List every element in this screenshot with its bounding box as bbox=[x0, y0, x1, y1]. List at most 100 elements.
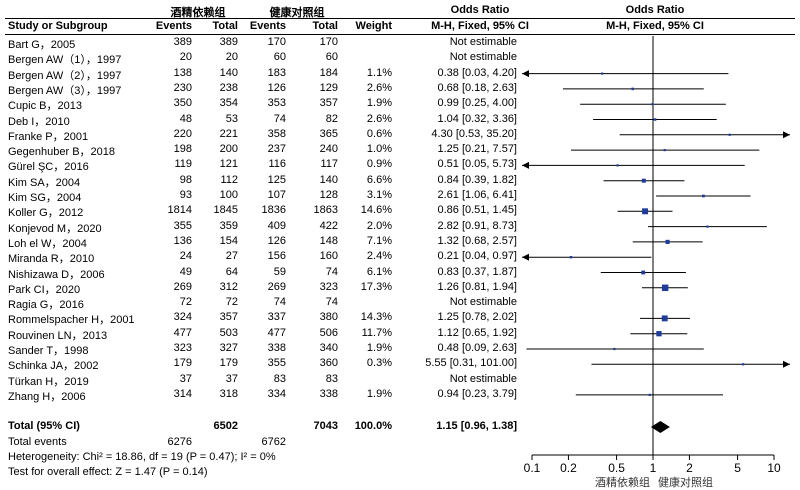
x-tick-label: 2 bbox=[686, 461, 693, 475]
total2-cell: 323 bbox=[319, 280, 338, 293]
point-estimate-marker bbox=[661, 284, 669, 292]
x-tick-label: 0.5 bbox=[608, 461, 625, 475]
study-column-header: Study or Subgroup bbox=[8, 20, 108, 32]
point-estimate-marker bbox=[616, 164, 619, 167]
study-name: Bergen AW（2），1997 bbox=[8, 69, 122, 82]
total1-cell: 503 bbox=[219, 326, 238, 339]
x-tick-label: 10 bbox=[767, 461, 781, 475]
ci-cell: 1.04 [0.32, 3.36] bbox=[437, 112, 517, 125]
weight-cell: 7.1% bbox=[366, 234, 392, 247]
weight-cell: 1.9% bbox=[366, 342, 392, 354]
total1-cell: 318 bbox=[219, 387, 238, 400]
point-estimate-marker bbox=[661, 315, 668, 322]
study-name: Kim SA，2004 bbox=[8, 176, 81, 189]
total2-cell: 117 bbox=[320, 158, 338, 171]
point-estimate-marker bbox=[663, 149, 666, 152]
or-method-header: M-H, Fixed, 95% CI bbox=[431, 20, 529, 32]
events2-cell: 337 bbox=[267, 311, 286, 324]
total2-cell: 74 bbox=[325, 296, 338, 309]
events2-cell: 74 bbox=[273, 296, 286, 309]
point-estimate-marker bbox=[642, 208, 649, 215]
weight-cell: 14.6% bbox=[360, 204, 392, 217]
point-estimate-marker bbox=[656, 331, 662, 337]
events1-cell: 230 bbox=[173, 81, 192, 94]
ci-cell: Not estimable bbox=[449, 36, 517, 48]
events2-cell: 74 bbox=[273, 112, 286, 125]
events1-cell: 98 bbox=[179, 173, 192, 186]
events1-cell: 314 bbox=[173, 387, 192, 400]
ci-arrow-right bbox=[783, 131, 790, 139]
total1-cell: 238 bbox=[219, 81, 238, 94]
ci-cell: 5.55 [0.31, 101.00] bbox=[425, 357, 517, 370]
total1-cell: 100 bbox=[219, 189, 238, 201]
events2-cell: 116 bbox=[268, 158, 286, 171]
header-bottom-rule bbox=[5, 34, 795, 35]
point-estimate-marker bbox=[648, 393, 651, 396]
events1-cell: 198 bbox=[173, 143, 192, 156]
weight-cell: 11.7% bbox=[361, 326, 392, 339]
point-estimate-marker bbox=[631, 87, 634, 91]
ci-cell: 0.48 [0.09, 2.63] bbox=[437, 342, 517, 354]
weight-cell: 2.0% bbox=[366, 219, 392, 232]
total2-cell: 1863 bbox=[313, 204, 338, 217]
total-events-e2: 6762 bbox=[261, 436, 286, 448]
point-estimate-marker bbox=[665, 239, 670, 244]
total1-header: Total bbox=[212, 20, 238, 32]
total2-cell: 240 bbox=[319, 143, 338, 156]
total1-cell: 37 bbox=[225, 372, 238, 385]
study-name: Loh el W，2004 bbox=[8, 237, 87, 250]
weight-cell: 1.9% bbox=[366, 97, 392, 110]
events2-cell: 170 bbox=[267, 36, 286, 48]
weight-cell: 2.4% bbox=[366, 250, 392, 263]
total2-cell: 184 bbox=[319, 66, 338, 79]
weight-cell: 14.3% bbox=[360, 311, 392, 324]
total-events-e1: 6276 bbox=[167, 436, 192, 448]
total1-cell: 179 bbox=[219, 357, 238, 370]
total1-cell: 389 bbox=[219, 36, 238, 48]
study-name: Cupic B，2013 bbox=[8, 100, 82, 113]
study-name: Koller G，2012 bbox=[8, 207, 84, 220]
ci-arrow-right bbox=[783, 360, 790, 368]
events2-cell: 237 bbox=[267, 143, 286, 156]
ci-arrow-left bbox=[522, 253, 529, 261]
point-estimate-marker bbox=[569, 255, 573, 259]
events2-cell: 83 bbox=[273, 372, 286, 385]
point-estimate-marker bbox=[741, 363, 745, 366]
point-estimate-marker bbox=[706, 225, 709, 228]
total2-cell: 380 bbox=[319, 311, 338, 324]
events1-cell: 269 bbox=[173, 280, 192, 293]
events2-cell: 477 bbox=[267, 326, 286, 339]
events2-cell: 353 bbox=[267, 97, 286, 110]
events2-cell: 269 bbox=[267, 280, 286, 293]
ci-cell: 0.94 [0.23, 3.79] bbox=[437, 387, 517, 400]
events2-cell: 107 bbox=[267, 189, 286, 201]
total2-cell: 422 bbox=[319, 219, 338, 232]
plot-method-header: M-H, Fixed, 95% CI bbox=[606, 20, 704, 32]
ci-cell: 1.26 [0.81, 1.94] bbox=[437, 280, 517, 293]
plot-title: Odds Ratio bbox=[625, 4, 685, 16]
ci-cell: Not estimable bbox=[449, 296, 517, 309]
events1-cell: 323 bbox=[173, 342, 192, 354]
events2-cell: 355 bbox=[267, 357, 286, 370]
ci-cell: 0.68 [0.18, 2.63] bbox=[437, 81, 517, 94]
total1-cell: 312 bbox=[219, 280, 238, 293]
weight-cell: 17.3% bbox=[360, 280, 392, 293]
total1-cell: 53 bbox=[225, 112, 238, 125]
point-estimate-marker bbox=[728, 133, 731, 136]
ci-cell: 0.99 [0.25, 4.00] bbox=[437, 97, 517, 110]
total-t2: 7043 bbox=[313, 420, 338, 432]
ci-cell: 0.86 [0.51, 1.45] bbox=[437, 204, 517, 217]
study-name: Gegenhuber B，2018 bbox=[8, 146, 116, 159]
ci-cell: 4.30 [0.53, 35.20] bbox=[431, 127, 517, 140]
x-tick-label: 1 bbox=[650, 461, 657, 475]
ci-arrow-left bbox=[522, 161, 529, 169]
total2-cell: 148 bbox=[319, 234, 338, 247]
events1-cell: 220 bbox=[173, 127, 192, 140]
favours-right-label: 健康对照组 bbox=[658, 477, 713, 489]
total1-cell: 354 bbox=[219, 97, 238, 110]
events1-cell: 20 bbox=[179, 51, 192, 64]
favours-left-label: 酒精依赖组 bbox=[595, 477, 650, 489]
point-estimate-marker bbox=[613, 347, 616, 351]
point-estimate-marker bbox=[641, 178, 646, 183]
x-tick-label: 5 bbox=[734, 461, 741, 475]
